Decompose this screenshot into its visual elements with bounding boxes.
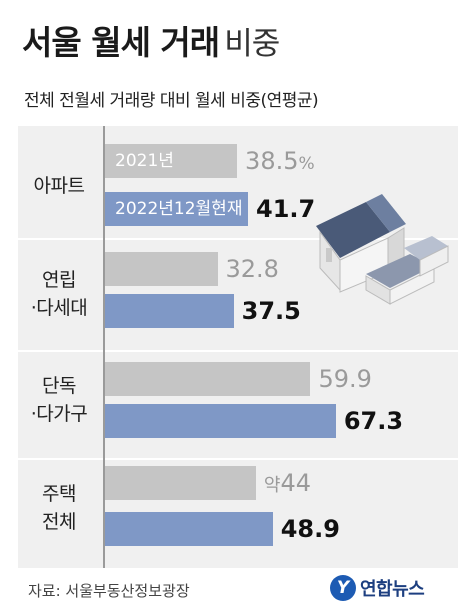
category-label-villa-line1: 연립 bbox=[42, 269, 76, 291]
value-label-2021-all: 약44 bbox=[264, 466, 311, 500]
category-label-villa-line2: ·다세대 bbox=[30, 297, 88, 319]
bar-2021-house bbox=[105, 362, 311, 396]
category-label-all-line1: 주택 bbox=[42, 483, 76, 505]
category-label-house-line2: ·다가구 bbox=[30, 403, 88, 425]
category-label-all-line2: 전체 bbox=[42, 511, 76, 533]
row-divider bbox=[18, 238, 458, 240]
bar-2022-apt: 2022년12월현재 bbox=[105, 192, 249, 226]
value-label-2022-apt: 41.7 bbox=[256, 195, 316, 223]
value-unit: % bbox=[298, 154, 315, 174]
bar-2022-villa bbox=[105, 294, 234, 328]
legend-2021-label: 2021년 bbox=[115, 151, 174, 171]
category-label-apt: 아파트 bbox=[33, 175, 85, 197]
title-light: 비중 bbox=[224, 26, 280, 62]
logo-text: 연합뉴스 bbox=[360, 579, 425, 600]
legend-2022-label: 2022년12월현재 bbox=[115, 199, 243, 219]
bar-2021-all bbox=[105, 466, 256, 500]
value-label-2022-villa: 37.5 bbox=[241, 297, 301, 325]
value-label-2022-house: 67.3 bbox=[343, 407, 404, 435]
value-prefix: 약 bbox=[263, 475, 281, 496]
house-illustration-icon bbox=[316, 194, 449, 305]
value-number: 44 bbox=[280, 469, 312, 497]
category-label-house-line1: 단독 bbox=[42, 375, 76, 397]
value-label-2021-villa: 32.8 bbox=[225, 255, 279, 283]
axis-line bbox=[103, 126, 105, 568]
row-divider bbox=[18, 458, 458, 460]
source-note: 자료: 서울부동산정보광장 bbox=[28, 582, 190, 600]
bar-2022-house bbox=[105, 404, 336, 438]
value-label-2021-apt: 38.5% bbox=[245, 144, 315, 178]
title-main: 서울 월세 거래 bbox=[22, 23, 220, 62]
value-number: 38.5 bbox=[245, 147, 299, 175]
bar-2021-villa bbox=[105, 252, 218, 286]
row-divider bbox=[18, 350, 458, 352]
yonhap-logo: Y 연합뉴스 bbox=[330, 575, 425, 601]
logo-mark-icon: Y bbox=[330, 575, 356, 601]
value-label-2021-house: 59.9 bbox=[318, 365, 372, 393]
chart-title: 서울 월세 거래 비중 bbox=[22, 16, 280, 64]
bar-2022-all bbox=[105, 512, 273, 546]
value-label-2022-all: 48.9 bbox=[280, 515, 340, 543]
chart-subtitle: 전체 전월세 거래량 대비 월세 비중(연평균) bbox=[24, 91, 319, 111]
bar-2021-apt: 2021년 bbox=[105, 144, 238, 178]
